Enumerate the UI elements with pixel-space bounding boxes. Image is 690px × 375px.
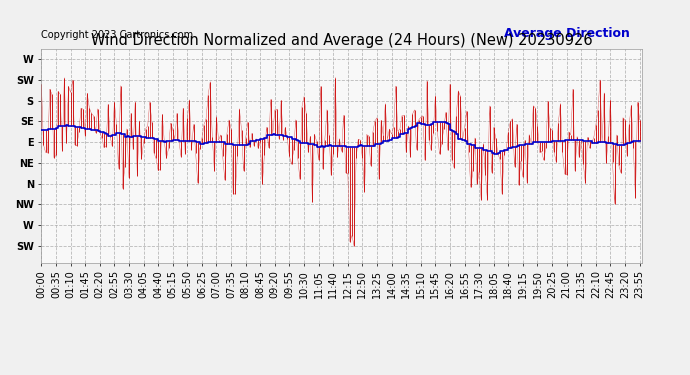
Text: Average Direction: Average Direction [504, 27, 630, 40]
Text: Copyright 2023 Cartronics.com: Copyright 2023 Cartronics.com [41, 30, 193, 40]
Title: Wind Direction Normalized and Average (24 Hours) (New) 20230926: Wind Direction Normalized and Average (2… [91, 33, 592, 48]
